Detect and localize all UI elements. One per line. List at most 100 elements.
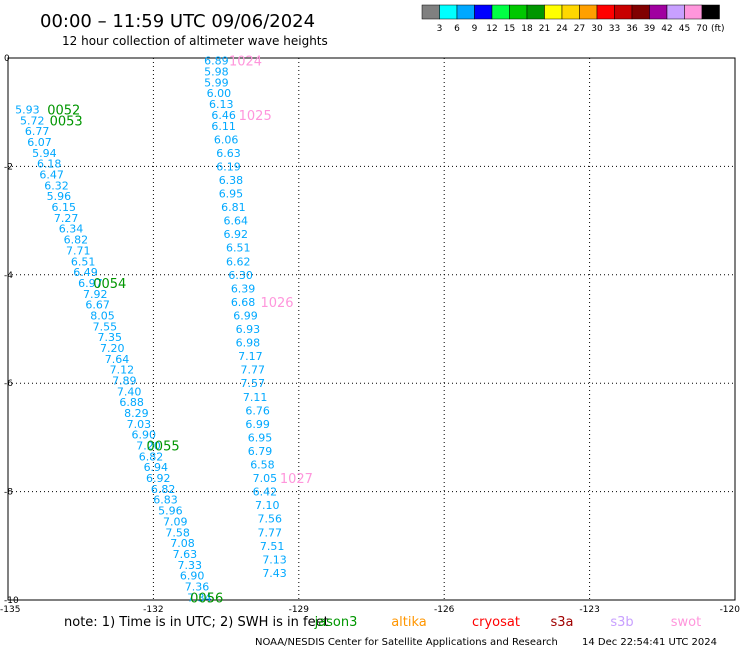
color-scale-label: 6	[454, 24, 460, 34]
color-scale-label: 3	[437, 24, 443, 34]
data-point-label: 6.64	[224, 215, 249, 228]
color-scale-label: 45	[679, 24, 690, 34]
x-tick-label: -123	[579, 605, 599, 615]
data-point-label: 5.99	[204, 76, 229, 89]
mission-legend-item: jason3	[314, 615, 358, 630]
data-point-label: 7.20	[136, 440, 161, 453]
data-point-label: 6.92	[224, 228, 249, 241]
data-point-label: 6.88	[119, 396, 144, 409]
mission-legend-item: cryosat	[472, 615, 520, 630]
data-point-label: 7.20	[100, 342, 125, 355]
data-point-label: 7.89	[112, 374, 137, 387]
data-point-label: 6.47	[39, 169, 64, 182]
data-point-label: 7.56	[257, 513, 282, 526]
data-point-label: 6.97	[78, 277, 103, 290]
data-point-label: 7.11	[243, 391, 268, 404]
data-point-label: 6.79	[248, 445, 273, 458]
y-tick-label: -10	[4, 596, 19, 606]
footer-timestamp: 14 Dec 22:54:41 UTC 2024	[582, 637, 717, 648]
color-scale-label: 70	[696, 24, 708, 34]
color-scale-label: 12	[486, 24, 497, 34]
data-point-label: 6.34	[59, 223, 84, 236]
color-scale-label: 9	[472, 24, 478, 34]
color-swatch	[439, 4, 458, 20]
data-point-label: 5.96	[47, 190, 72, 203]
data-point-label: 6.95	[248, 431, 273, 444]
footer-credit: NOAA/NESDIS Center for Satellite Applica…	[255, 637, 558, 648]
x-tick-label: -120	[720, 605, 740, 615]
data-point-label: 7.36	[185, 580, 210, 593]
pass-time-label: 1025	[239, 109, 272, 124]
data-point-label: 7.33	[178, 559, 203, 572]
data-point-label: 7.92	[83, 288, 108, 301]
data-point-label: 7.55	[93, 320, 118, 333]
data-point-label: 7.77	[257, 526, 282, 539]
x-tick-label: -135	[0, 605, 20, 615]
pass-time-label: 0056	[190, 591, 223, 606]
data-point-label: 7.40	[117, 385, 142, 398]
data-point-label: 6.63	[216, 147, 241, 160]
plot-frame	[7, 57, 736, 601]
pass-time-label: 0054	[93, 277, 126, 292]
data-point-label: 6.82	[64, 234, 89, 247]
color-scale-label: 42	[661, 24, 672, 34]
data-point-label: 6.13	[209, 98, 234, 111]
chart-subtitle: 12 hour collection of altimeter wave hei…	[62, 34, 328, 48]
data-point-label: 7.63	[173, 548, 198, 561]
data-point-label: 6.30	[228, 269, 253, 282]
data-point-label: 7.51	[260, 540, 285, 553]
mission-legend-item: s3a	[550, 615, 573, 630]
color-swatch	[456, 4, 475, 20]
pass-time-label: 0052	[47, 103, 80, 118]
mission-legend: jason3 altika cryosat s3a s3b swot	[314, 615, 702, 630]
data-point-label: 6.39	[231, 282, 256, 295]
data-point-label: 6.51	[226, 242, 251, 255]
x-tick-label: -129	[289, 605, 310, 615]
data-point-label: 6.82	[151, 483, 176, 496]
color-swatch	[474, 4, 493, 20]
axis-ticks: -135 -132 -129 -126 -123 -120 0 -2 -4 -6 -8 -10	[0, 54, 740, 615]
data-point-label: 7.57	[241, 377, 266, 390]
data-point-label: 7.17	[238, 350, 263, 363]
data-point-label: 7.27	[54, 212, 79, 225]
y-tick-label: -8	[4, 488, 13, 498]
data-point-label: 5.96	[158, 505, 183, 518]
data-points: 5.935.726.776.075.946.186.476.325.966.15…	[15, 55, 287, 605]
color-swatch	[491, 4, 510, 20]
x-tick-label: -132	[143, 605, 163, 615]
data-point-label: 6.90	[180, 570, 205, 583]
data-point-label: 7.35	[98, 331, 123, 344]
data-point-label: 6.98	[236, 337, 261, 350]
y-tick-label: -6	[4, 379, 13, 389]
data-point-label: 6.76	[245, 404, 270, 417]
color-scale-legend: 3 6 9 12 15 18 21 24 27 30 33 36 39 42 45 70	[421, 4, 720, 34]
data-point-label: 7.05	[253, 472, 278, 485]
color-swatch	[649, 4, 668, 20]
pass-time-label: 1026	[260, 296, 293, 311]
chart-title: 00:00 – 11:59 UTC 09/06/2024	[40, 11, 315, 32]
data-point-label: 7.71	[66, 244, 91, 257]
color-swatch	[561, 4, 580, 20]
data-point-label: 7.08	[170, 537, 195, 550]
data-point-label: 6.00	[207, 87, 232, 100]
color-swatch	[509, 4, 528, 20]
data-point-label: 6.19	[216, 160, 241, 173]
data-point-label: 6.06	[214, 133, 239, 146]
data-point-label: 6.42	[253, 486, 278, 499]
color-swatch	[666, 4, 685, 20]
mission-legend-item: swot	[671, 615, 701, 630]
data-point-label: 5.94	[32, 147, 57, 160]
color-swatch	[421, 4, 440, 20]
data-point-label: 7.10	[255, 499, 280, 512]
data-point-label: 6.99	[233, 309, 258, 322]
pass-time-label: 1027	[280, 472, 313, 487]
data-point-label: 6.89	[204, 55, 229, 68]
data-point-label: 6.82	[139, 450, 164, 463]
data-point-label: 6.99	[245, 418, 270, 431]
data-point-label: 7.34	[187, 591, 212, 604]
data-point-label: 7.77	[241, 364, 266, 377]
color-scale-label: 30	[591, 24, 603, 34]
data-point-label: 6.94	[144, 461, 169, 474]
data-point-label: 5.72	[20, 114, 45, 127]
